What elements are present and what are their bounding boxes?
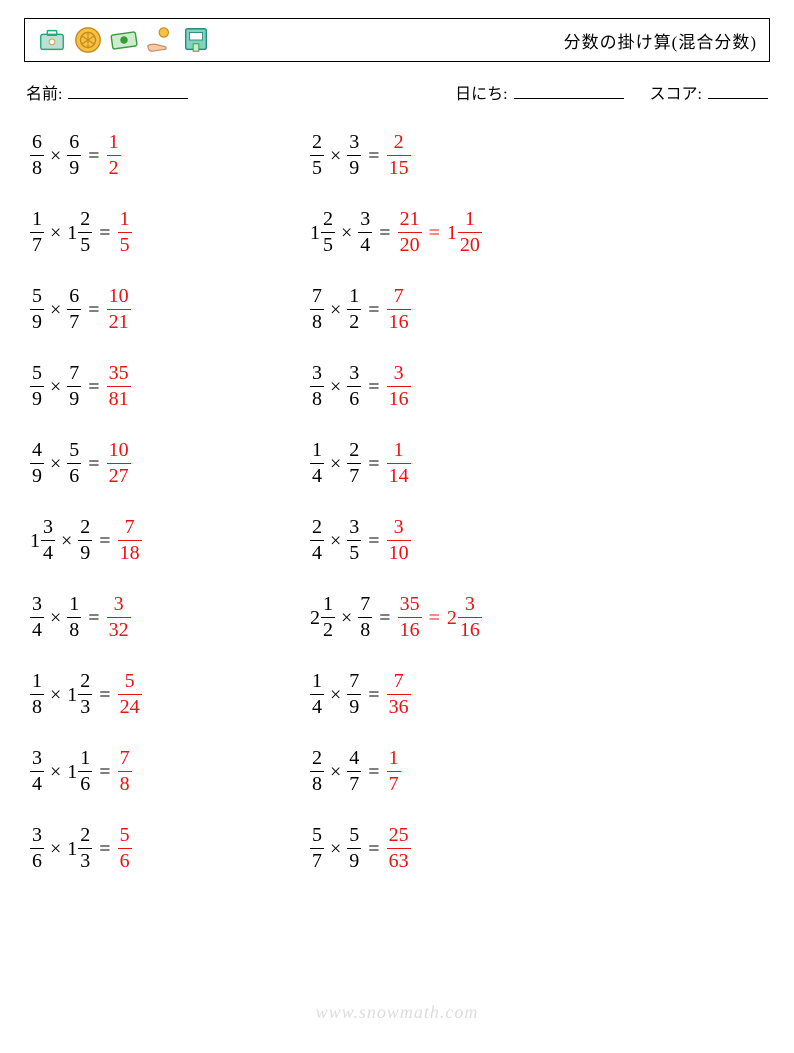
problem-row: 49×56=1027 (30, 440, 310, 487)
score-blank[interactable] (708, 82, 768, 99)
cash-icon (109, 25, 139, 55)
problem-row: 68×69=12 (30, 132, 310, 179)
coin-icon (73, 25, 103, 55)
column-2: 25×39=215 125×34=2120=1120 78×12=716 38×36=… (310, 132, 670, 872)
problem-row: 17×125=15 (30, 209, 310, 256)
problem-row: 57×59=2563 (310, 825, 670, 872)
problem-row: 78×12=716 (310, 286, 670, 333)
column-1: 68×69=12 17×125=15 59×67=1021 59×79=3581 49×… (30, 132, 310, 872)
meta-row: 名前: 日にち: スコア: (26, 80, 768, 104)
problem-row: 18×123=524 (30, 671, 310, 718)
problem-row: 36×123=56 (30, 825, 310, 872)
date-label: 日にち: (455, 80, 507, 104)
problem-row: 212×78=3516=2316 (310, 594, 670, 641)
problem-row: 14×79=736 (310, 671, 670, 718)
problem-row: 24×35=310 (310, 517, 670, 564)
problem-row: 34×116=78 (30, 748, 310, 795)
problem-row: 34×18=332 (30, 594, 310, 641)
problem-row: 59×79=3581 (30, 363, 310, 410)
page-title: 分数の掛け算(混合分数) (564, 28, 757, 53)
problems-grid: 68×69=12 17×125=15 59×67=1021 59×79=3581 49×… (24, 132, 770, 872)
problem-row: 25×39=215 (310, 132, 670, 179)
watermark: www.snowmath.com (0, 1002, 794, 1023)
hand-coin-icon (145, 25, 175, 55)
date-blank[interactable] (514, 82, 624, 99)
problem-row: 134×29=718 (30, 517, 310, 564)
problem-row: 28×47=17 (310, 748, 670, 795)
header-icons (37, 25, 211, 55)
problem-row: 125×34=2120=1120 (310, 209, 670, 256)
problem-row: 59×67=1021 (30, 286, 310, 333)
problem-row: 14×27=114 (310, 440, 670, 487)
name-blank[interactable] (68, 82, 188, 99)
atm-icon (181, 25, 211, 55)
header-bar: 分数の掛け算(混合分数) (24, 18, 770, 62)
name-label: 名前: (26, 80, 62, 104)
briefcase-icon (37, 25, 67, 55)
problem-row: 38×36=316 (310, 363, 670, 410)
score-label: スコア: (650, 80, 702, 104)
